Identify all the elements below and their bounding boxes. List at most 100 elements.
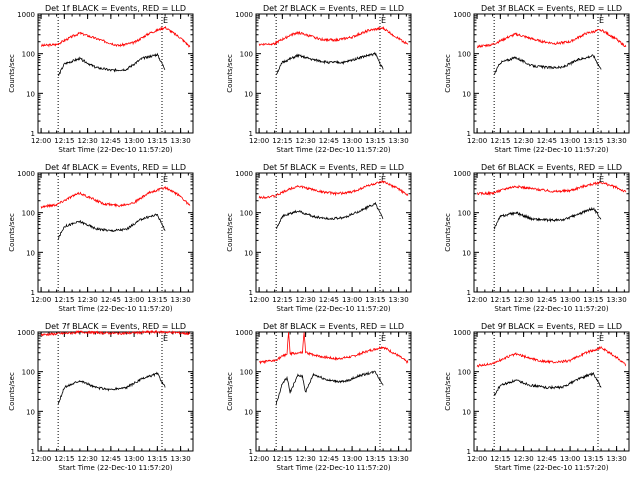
y-tick-label: 1: [31, 289, 35, 297]
event-rate-series: [494, 54, 602, 75]
y-tick-label: 100: [22, 369, 35, 377]
x-tick-label: 13:30: [171, 455, 191, 463]
x-tick-label: 13:30: [607, 137, 627, 145]
lld-rate-series: [476, 345, 627, 368]
x-tick-label: 13:30: [389, 296, 409, 304]
plot-frame: [473, 13, 630, 134]
x-tick-label: 12:30: [296, 455, 316, 463]
y-tick-label: 1: [249, 448, 253, 456]
chart-title: Det 2f BLACK = Events, RED = LLD: [263, 4, 404, 13]
x-tick-label: 12:15: [490, 296, 510, 304]
x-tick-label: 12:15: [54, 137, 74, 145]
x-tick-label: 13:15: [365, 137, 385, 145]
x-axis-label: Start Time (22-Dec-10 11:57:20): [494, 146, 608, 154]
x-tick-label: 13:15: [365, 455, 385, 463]
x-axis-label: Start Time (22-Dec-10 11:57:20): [494, 464, 608, 472]
time-marker-label: E: [599, 175, 604, 184]
y-tick-label: 1: [467, 289, 471, 297]
x-tick-label: 12:45: [319, 137, 339, 145]
time-marker-label: E: [381, 334, 386, 343]
y-tick-label: 100: [240, 210, 253, 218]
x-tick-label: 12:45: [537, 296, 557, 304]
y-tick-label: 1000: [235, 329, 253, 337]
x-tick-label: 12:30: [296, 137, 316, 145]
chart-title: Det 3f BLACK = Events, RED = LLD: [481, 4, 622, 13]
x-tick-label: 13:15: [583, 296, 603, 304]
event-rate-series: [493, 206, 602, 230]
x-tick-label: 13:30: [607, 455, 627, 463]
y-tick-label: 1000: [453, 329, 471, 337]
x-tick-label: 12:30: [78, 296, 98, 304]
chart-panel-5: Det 5f BLACK = Events, RED = LLD Counts/s…: [226, 163, 412, 313]
x-tick-label: 12:15: [272, 455, 292, 463]
chart-panel-6: Det 6f BLACK = Events, RED = LLD Counts/s…: [444, 163, 630, 313]
y-tick-label: 100: [240, 369, 253, 377]
y-tick-label: 10: [244, 90, 253, 98]
x-tick-label: 12:45: [319, 455, 339, 463]
x-tick-label: 13:15: [365, 296, 385, 304]
x-tick-label: 13:30: [171, 137, 191, 145]
x-tick-label: 12:00: [249, 296, 269, 304]
y-axis-label: Counts/sec: [444, 372, 452, 411]
x-tick-label: 12:45: [101, 455, 121, 463]
event-rate-series: [275, 370, 384, 406]
chart-title: Det 1f BLACK = Events, RED = LLD: [45, 4, 186, 13]
x-tick-label: 12:15: [490, 137, 510, 145]
chart-title: Det 8f BLACK = Events, RED = LLD: [263, 322, 404, 331]
event-rate-series: [57, 371, 166, 405]
x-tick-label: 13:00: [342, 296, 362, 304]
x-tick-label: 12:00: [249, 455, 269, 463]
x-tick-label: 13:30: [171, 296, 191, 304]
x-tick-label: 13:30: [607, 296, 627, 304]
x-axis-label: Start Time (22-Dec-10 11:57:20): [276, 464, 390, 472]
plot-frame: [255, 172, 412, 293]
x-axis-label: Start Time (22-Dec-10 11:57:20): [58, 305, 172, 313]
x-tick-label: 12:15: [272, 296, 292, 304]
y-tick-label: 100: [458, 51, 471, 59]
x-tick-label: 12:00: [31, 296, 51, 304]
y-tick-label: 1000: [453, 11, 471, 19]
event-rate-series: [493, 371, 602, 396]
chart-title: Det 5f BLACK = Events, RED = LLD: [263, 163, 404, 172]
y-tick-label: 10: [462, 408, 471, 416]
lld-rate-series: [476, 28, 627, 49]
time-marker-label: E: [599, 334, 604, 343]
y-axis-label: Counts/sec: [226, 372, 234, 411]
y-tick-label: 100: [240, 51, 253, 59]
event-rate-series: [275, 51, 384, 76]
x-tick-label: 12:45: [537, 455, 557, 463]
y-tick-label: 1000: [453, 170, 471, 178]
x-tick-label: 12:45: [537, 137, 557, 145]
x-tick-label: 12:00: [467, 137, 487, 145]
y-tick-label: 1: [467, 130, 471, 138]
plot-frame: [37, 172, 194, 293]
x-tick-label: 13:15: [147, 296, 167, 304]
x-tick-label: 13:15: [583, 455, 603, 463]
plot-frame: [255, 331, 412, 452]
x-tick-label: 12:00: [31, 137, 51, 145]
chart-title: Det 7f BLACK = Events, RED = LLD: [45, 322, 186, 331]
y-tick-label: 1000: [235, 170, 253, 178]
x-tick-label: 13:15: [583, 137, 603, 145]
lld-rate-series: [258, 25, 409, 47]
chart-panel-2: Det 2f BLACK = Events, RED = LLD Counts/s…: [226, 4, 412, 154]
plot-frame: [37, 13, 194, 134]
chart-title: Det 9f BLACK = Events, RED = LLD: [481, 322, 622, 331]
y-tick-label: 1: [467, 448, 471, 456]
x-tick-label: 12:45: [101, 137, 121, 145]
x-tick-label: 12:30: [514, 296, 534, 304]
y-tick-label: 10: [26, 249, 35, 257]
y-tick-label: 10: [244, 408, 253, 416]
x-tick-label: 12:45: [319, 296, 339, 304]
plot-frame: [473, 331, 630, 452]
y-tick-label: 1: [249, 289, 253, 297]
lld-rate-series: [40, 25, 191, 48]
y-axis-label: Counts/sec: [444, 213, 452, 252]
y-tick-label: 1: [31, 448, 35, 456]
x-tick-label: 12:15: [54, 296, 74, 304]
chart-panel-7: Det 7f BLACK = Events, RED = LLD Counts/s…: [8, 322, 194, 472]
y-axis-label: Counts/sec: [8, 213, 16, 252]
chart-panel-9: Det 9f BLACK = Events, RED = LLD Counts/s…: [444, 322, 630, 472]
x-tick-label: 13:00: [560, 296, 580, 304]
x-tick-label: 13:00: [342, 455, 362, 463]
